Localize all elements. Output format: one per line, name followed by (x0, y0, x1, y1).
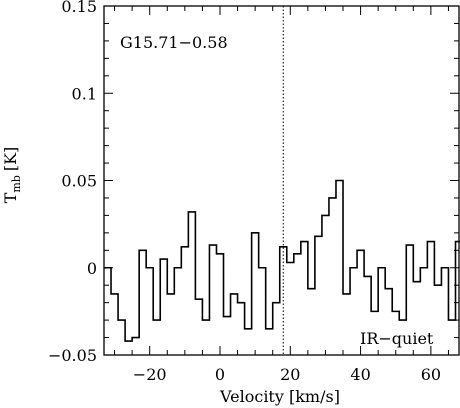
y-axis-title: Tmb [K] (1, 147, 23, 204)
y-tick-label: 0.15 (61, 0, 97, 16)
y-axis-title-main: T (1, 192, 20, 203)
classification-label: IR−quiet (360, 329, 434, 348)
spectrum-step-line (104, 179, 460, 342)
y-tick-label: −0.05 (48, 346, 97, 365)
y-axis-title-sub: mb (10, 175, 23, 192)
x-tick-label: 0 (215, 365, 225, 384)
spectrum-series (104, 179, 460, 342)
x-tick-label: 20 (280, 365, 300, 384)
x-tick-label: −20 (133, 365, 167, 384)
axis-ticks (104, 5, 459, 356)
annotations: G15.71−0.58 IR−quiet (120, 33, 434, 348)
y-axis-title-unit: [K] (1, 147, 20, 171)
x-axis-title: Velocity [km/s] (219, 387, 340, 406)
axis-tick-labels: −20 0 20 40 60 −0.05 0 0.05 0.1 0.15 (48, 0, 441, 384)
y-tick-label: 0.1 (72, 84, 97, 103)
y-tick-label: 0.05 (61, 172, 97, 191)
axis-titles: Velocity [km/s] Tmb [K] (1, 147, 340, 406)
y-tick-label: 0 (87, 259, 97, 278)
x-tick-label: 40 (350, 365, 370, 384)
source-name-label: G15.71−0.58 (120, 33, 228, 52)
x-tick-label: 60 (421, 365, 441, 384)
